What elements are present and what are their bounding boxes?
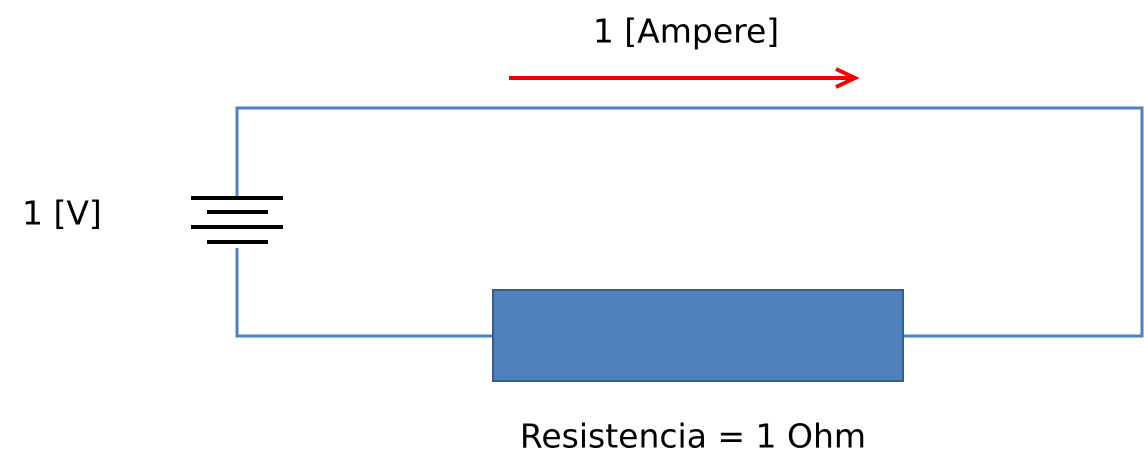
wire [235,106,1144,338]
arrow-head [835,67,860,89]
current-label: 1 [Ampere] [593,12,779,51]
voltage-label: 1 [V] [22,194,102,233]
battery [191,196,283,244]
resistor [492,289,904,382]
resistance-label: Resistencia = 1 Ohm [520,417,866,454]
wire [235,248,493,338]
